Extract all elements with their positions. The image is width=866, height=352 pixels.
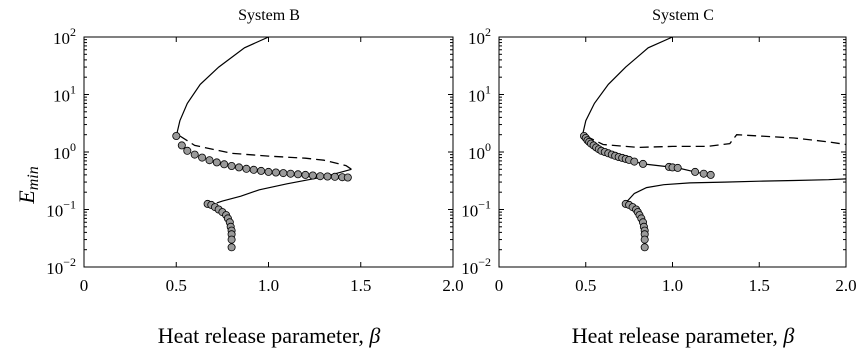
data-point xyxy=(640,243,649,252)
data-point xyxy=(639,159,648,168)
y-axis-label: Emin xyxy=(14,166,42,204)
data-point xyxy=(630,157,639,166)
data-point xyxy=(706,170,715,179)
data-point xyxy=(242,164,251,173)
x-tick-label: 1.5 xyxy=(749,276,770,295)
data-point xyxy=(673,163,682,172)
data-point xyxy=(177,141,186,150)
y-tick-label: 101 xyxy=(53,83,76,106)
data-point xyxy=(249,165,258,174)
y-tick-label: 101 xyxy=(468,83,491,106)
panel-system-c: System C Heat release parameter, β 0 0.5 1… xyxy=(461,7,856,348)
x-tick-label: 1.0 xyxy=(662,276,683,295)
data-point xyxy=(691,167,700,176)
data-point xyxy=(301,170,310,179)
data-point xyxy=(205,156,214,165)
y-tick-label: 102 xyxy=(53,25,76,48)
data-point xyxy=(279,169,288,178)
data-point xyxy=(234,163,243,172)
y-tick-label: 102 xyxy=(468,25,491,48)
data-point xyxy=(264,167,273,176)
x-tick-label: 2.0 xyxy=(835,276,856,295)
plot-frame xyxy=(83,36,454,268)
data-point xyxy=(316,172,325,181)
y-tick-label: 100 xyxy=(53,140,76,163)
data-point xyxy=(190,150,199,159)
x-tick-label: 0 xyxy=(495,276,504,295)
data-point xyxy=(220,160,229,169)
x-tick-label: 2.0 xyxy=(442,276,463,295)
y-tick-label: 10−2 xyxy=(46,255,76,278)
y-tick-label: 10−2 xyxy=(461,255,491,278)
data-point xyxy=(330,172,339,181)
data-point xyxy=(308,171,317,180)
y-tick-label: 10−1 xyxy=(46,198,76,221)
data-point xyxy=(286,169,295,178)
y-tick-label: 100 xyxy=(468,140,491,163)
chart-title-system-b: System B xyxy=(238,7,300,24)
x-axis-label-system-b: Heat release parameter, β xyxy=(158,323,381,348)
data-point xyxy=(212,158,221,167)
data-point xyxy=(323,172,332,181)
series-line xyxy=(625,178,847,204)
series-line xyxy=(581,36,673,137)
series-dashed-line xyxy=(585,134,847,149)
data-point xyxy=(293,170,302,179)
data-point xyxy=(198,153,207,162)
panel-system-b: System B Emin Heat release parameter, β … xyxy=(14,7,464,348)
data-point xyxy=(183,146,192,155)
data-point xyxy=(172,131,181,140)
x-tick-label: 0.5 xyxy=(575,276,596,295)
series-line xyxy=(175,36,269,137)
x-tick-label: 1.5 xyxy=(350,276,371,295)
x-tick-label: 0.5 xyxy=(166,276,187,295)
data-point xyxy=(640,235,649,244)
data-point xyxy=(343,173,352,182)
series-dashed-line xyxy=(179,135,352,170)
data-point xyxy=(699,169,708,178)
data-point xyxy=(227,243,236,252)
data-point xyxy=(227,161,236,170)
x-tick-label: 0 xyxy=(80,276,89,295)
x-axis-label-system-c: Heat release parameter, β xyxy=(572,323,795,348)
chart-title-system-c: System C xyxy=(652,7,714,24)
data-point xyxy=(257,166,266,175)
y-tick-label: 10−1 xyxy=(461,198,491,221)
x-tick-label: 1.0 xyxy=(258,276,279,295)
data-point xyxy=(271,168,280,177)
plot-frame xyxy=(498,36,847,268)
data-point xyxy=(227,235,236,244)
